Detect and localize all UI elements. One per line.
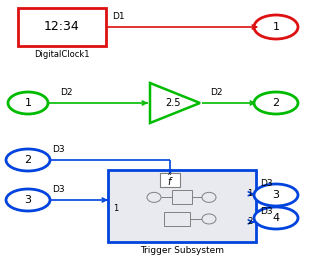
FancyBboxPatch shape bbox=[108, 170, 256, 242]
Ellipse shape bbox=[254, 184, 298, 206]
Text: 2: 2 bbox=[25, 155, 32, 165]
Text: DigitalClock1: DigitalClock1 bbox=[34, 50, 90, 59]
Ellipse shape bbox=[254, 207, 298, 229]
Text: D1: D1 bbox=[112, 12, 125, 21]
FancyBboxPatch shape bbox=[160, 173, 180, 187]
Text: 1: 1 bbox=[272, 22, 279, 32]
Ellipse shape bbox=[6, 149, 50, 171]
Ellipse shape bbox=[147, 192, 161, 202]
Text: Trigger Subsystem: Trigger Subsystem bbox=[140, 246, 224, 255]
Text: 2.5: 2.5 bbox=[165, 98, 181, 108]
Text: 3: 3 bbox=[272, 190, 279, 200]
Text: D2: D2 bbox=[210, 88, 222, 97]
Text: 2: 2 bbox=[247, 217, 253, 226]
Ellipse shape bbox=[8, 92, 48, 114]
Text: 4: 4 bbox=[272, 213, 279, 223]
Polygon shape bbox=[150, 83, 200, 123]
Text: D3: D3 bbox=[260, 179, 273, 188]
Text: D3: D3 bbox=[260, 207, 273, 216]
FancyBboxPatch shape bbox=[172, 190, 192, 204]
Text: 3: 3 bbox=[25, 195, 32, 205]
Text: 1: 1 bbox=[113, 204, 119, 213]
Ellipse shape bbox=[202, 192, 216, 202]
Text: 1: 1 bbox=[25, 98, 32, 108]
Ellipse shape bbox=[254, 92, 298, 114]
Ellipse shape bbox=[254, 15, 298, 39]
Text: 2: 2 bbox=[272, 98, 279, 108]
Ellipse shape bbox=[202, 214, 216, 224]
FancyBboxPatch shape bbox=[18, 8, 106, 46]
FancyBboxPatch shape bbox=[164, 212, 190, 226]
Text: $\hat{f}$: $\hat{f}$ bbox=[167, 172, 174, 188]
Text: 12:34: 12:34 bbox=[44, 20, 80, 34]
Text: D3: D3 bbox=[52, 185, 65, 194]
Text: D2: D2 bbox=[60, 88, 72, 97]
Text: D3: D3 bbox=[52, 145, 65, 154]
Text: 1: 1 bbox=[247, 189, 253, 198]
Ellipse shape bbox=[6, 189, 50, 211]
